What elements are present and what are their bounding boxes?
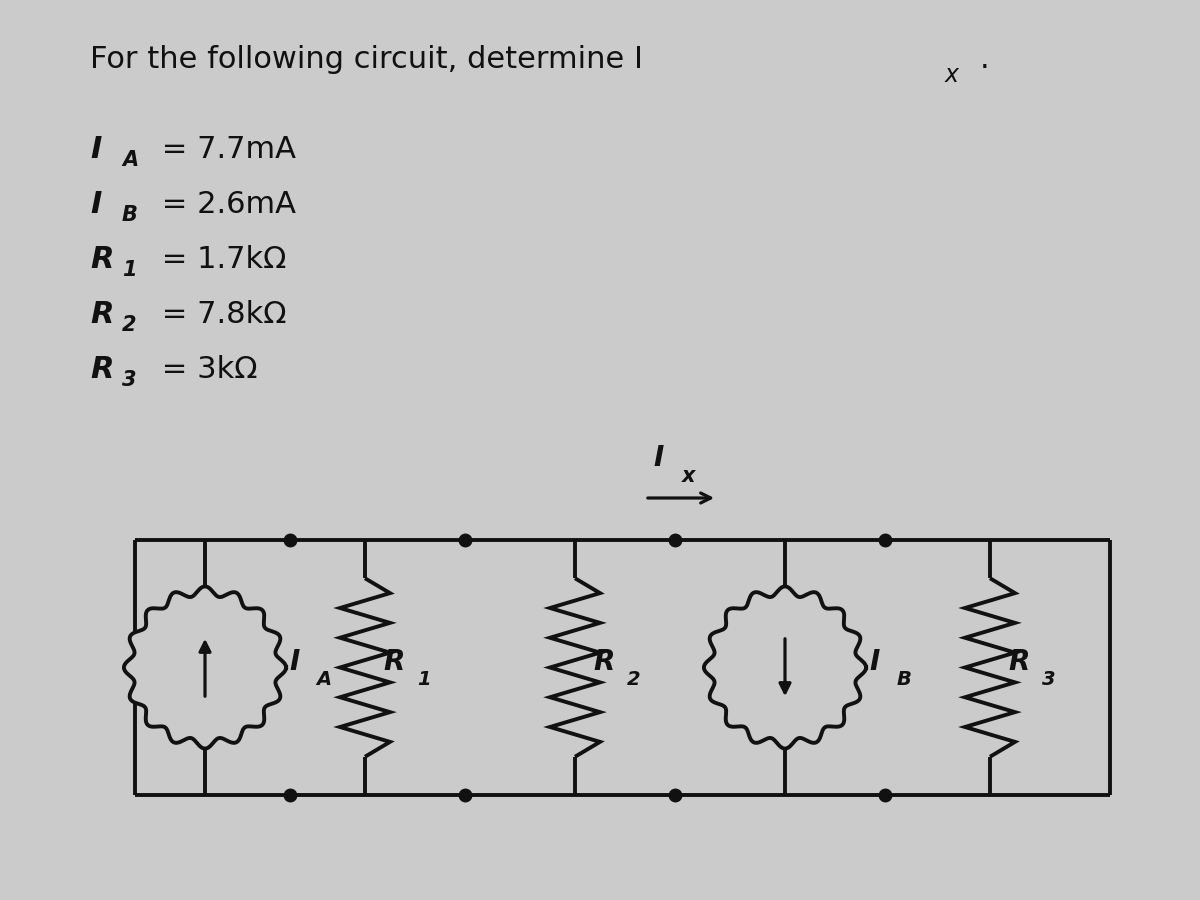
Text: I: I [289,649,300,677]
Text: I: I [90,135,101,164]
Text: 2: 2 [628,670,641,689]
Text: R: R [1008,649,1030,677]
Text: 2: 2 [122,315,137,335]
Text: I: I [653,444,664,472]
Text: I: I [870,649,880,677]
Text: 1: 1 [418,670,431,689]
Polygon shape [704,587,866,749]
Text: = 3kΩ: = 3kΩ [152,355,258,384]
Text: R: R [90,355,114,384]
Text: x: x [682,466,696,486]
Text: R: R [90,245,114,274]
Text: 3: 3 [1042,670,1056,689]
Text: For the following circuit, determine I: For the following circuit, determine I [90,45,643,74]
Text: x: x [946,63,959,87]
Text: = 2.6mA: = 2.6mA [152,190,296,219]
Polygon shape [124,587,286,749]
Text: B: B [896,670,911,689]
Text: = 1.7kΩ: = 1.7kΩ [152,245,287,274]
Text: R: R [593,649,614,677]
Text: I: I [90,190,101,219]
Text: A: A [122,150,138,170]
Text: 3: 3 [122,370,137,390]
Text: .: . [980,45,990,74]
Text: R: R [90,300,114,329]
Text: = 7.8kΩ: = 7.8kΩ [152,300,287,329]
Text: R: R [383,649,404,677]
Text: B: B [122,205,138,225]
Text: 1: 1 [122,260,137,280]
Text: = 7.7mA: = 7.7mA [152,135,296,164]
Text: A: A [317,670,331,689]
